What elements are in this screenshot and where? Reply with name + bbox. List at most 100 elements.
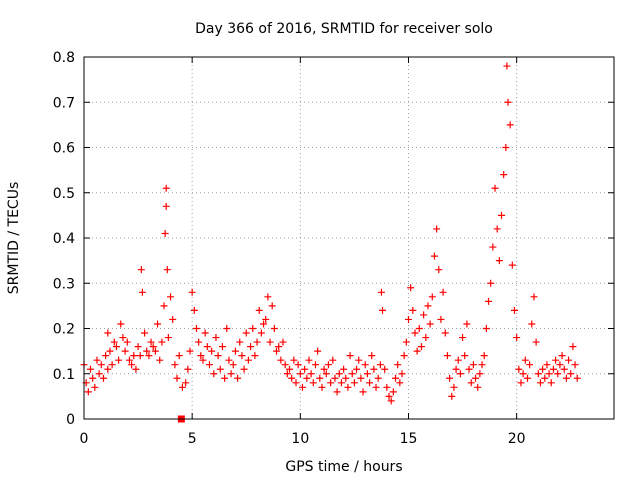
data-point bbox=[244, 356, 252, 364]
data-point bbox=[316, 374, 324, 382]
data-point bbox=[400, 352, 408, 360]
data-point bbox=[314, 347, 322, 355]
data-point bbox=[407, 284, 415, 292]
data-point bbox=[398, 370, 406, 378]
data-point bbox=[381, 365, 389, 373]
data-point bbox=[221, 374, 229, 382]
data-point bbox=[489, 243, 497, 251]
data-point bbox=[260, 320, 268, 328]
data-point bbox=[173, 374, 181, 382]
data-point bbox=[136, 352, 144, 360]
data-point bbox=[482, 325, 490, 332]
data-point bbox=[571, 361, 579, 369]
data-point bbox=[467, 379, 475, 387]
data-point bbox=[279, 338, 287, 346]
x-tick-label: 5 bbox=[188, 431, 197, 447]
data-point bbox=[476, 370, 484, 378]
data-point bbox=[437, 315, 445, 323]
data-point bbox=[141, 329, 149, 337]
data-point bbox=[450, 383, 458, 391]
data-point bbox=[322, 370, 330, 378]
data-point bbox=[394, 361, 402, 369]
data-point bbox=[376, 361, 384, 369]
data-point bbox=[342, 374, 350, 382]
data-point bbox=[262, 315, 270, 323]
data-point bbox=[491, 184, 499, 192]
data-point bbox=[160, 302, 168, 310]
data-point bbox=[404, 315, 412, 323]
data-point bbox=[565, 356, 573, 364]
data-point bbox=[327, 379, 335, 387]
data-point bbox=[363, 370, 371, 378]
data-point bbox=[469, 361, 477, 369]
data-point bbox=[370, 365, 378, 373]
x-tick-label: 0 bbox=[80, 431, 89, 447]
data-point bbox=[190, 306, 198, 314]
x-axis-label: GPS time / hours bbox=[285, 459, 402, 475]
data-point bbox=[110, 338, 118, 346]
data-point bbox=[112, 343, 120, 351]
data-point bbox=[534, 370, 542, 378]
data-point bbox=[266, 338, 274, 346]
data-point bbox=[214, 352, 222, 360]
data-point bbox=[143, 347, 151, 355]
data-point bbox=[506, 121, 514, 129]
data-point bbox=[249, 325, 257, 332]
data-point bbox=[205, 361, 213, 369]
data-point bbox=[402, 338, 410, 346]
data-point bbox=[288, 374, 296, 382]
data-point bbox=[536, 379, 544, 387]
data-point bbox=[498, 211, 506, 219]
data-point bbox=[296, 370, 304, 378]
data-point bbox=[372, 383, 380, 391]
data-point bbox=[188, 288, 196, 296]
data-point bbox=[86, 365, 94, 373]
data-point bbox=[216, 365, 224, 373]
data-point bbox=[532, 338, 540, 346]
data-point bbox=[392, 374, 400, 382]
data-point bbox=[102, 352, 110, 360]
data-point bbox=[91, 383, 99, 391]
data-point bbox=[459, 334, 467, 342]
data-point bbox=[138, 288, 146, 296]
data-point bbox=[545, 370, 553, 378]
data-point bbox=[175, 352, 183, 360]
data-point bbox=[422, 334, 430, 342]
data-point bbox=[543, 361, 551, 369]
data-point bbox=[552, 356, 560, 364]
data-point bbox=[456, 370, 464, 378]
data-point bbox=[156, 356, 164, 364]
data-point bbox=[526, 361, 534, 369]
data-point bbox=[294, 361, 302, 369]
data-point bbox=[162, 202, 170, 210]
data-point bbox=[184, 365, 192, 373]
data-point bbox=[495, 257, 503, 265]
data-point bbox=[530, 293, 538, 301]
x-tick-label: 10 bbox=[291, 431, 309, 447]
data-point bbox=[519, 370, 527, 378]
data-point bbox=[149, 343, 157, 351]
data-point bbox=[301, 365, 309, 373]
data-point bbox=[182, 379, 190, 387]
data-point bbox=[420, 311, 428, 319]
data-point bbox=[549, 365, 557, 373]
chart-title: Day 366 of 2016, SRMTID for receiver sol… bbox=[195, 21, 493, 37]
data-point bbox=[539, 365, 547, 373]
data-point bbox=[303, 374, 311, 382]
data-point bbox=[502, 144, 510, 151]
data-point bbox=[426, 320, 434, 328]
data-point bbox=[355, 356, 363, 364]
data-point bbox=[234, 374, 242, 382]
y-axis-label: SRMTID / TECUs bbox=[6, 182, 22, 295]
data-point bbox=[379, 306, 387, 314]
data-point bbox=[84, 388, 92, 396]
data-point bbox=[104, 365, 112, 373]
data-point bbox=[106, 347, 114, 355]
data-point bbox=[125, 356, 133, 364]
data-point bbox=[218, 343, 226, 351]
ticks-layer: 0 0.1 0.2 0.3 0.4 0.5 0.6 0.7 0.8 0 5 10 15 20 bbox=[53, 50, 614, 447]
data-point bbox=[158, 338, 166, 346]
data-point bbox=[227, 370, 235, 378]
data-point bbox=[309, 379, 317, 387]
